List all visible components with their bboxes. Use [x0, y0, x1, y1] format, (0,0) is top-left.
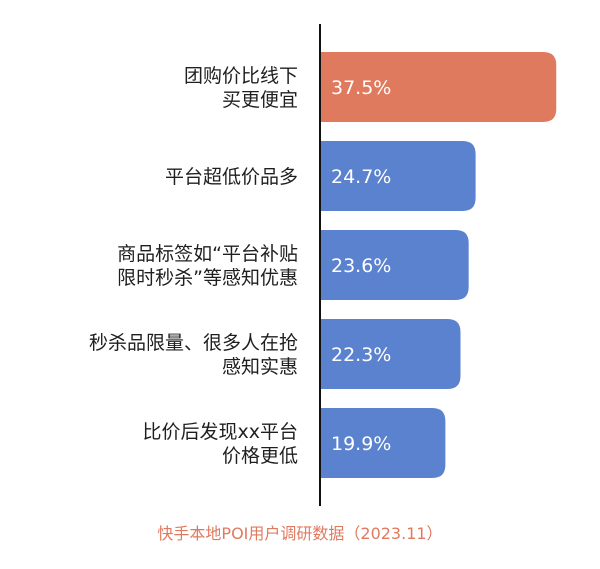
- source-caption: 快手本地POI用户调研数据（2023.11）: [157, 524, 442, 543]
- category-labels-group: 团购价比线下买更便宜平台超低价品多商品标签如“平台补贴限时秒杀”等感知优惠秒杀品…: [89, 65, 298, 467]
- value-label-4: 22.3%: [331, 344, 391, 366]
- category-label-2-line-1: 平台超低价品多: [165, 166, 298, 188]
- bar-5: [320, 408, 446, 478]
- value-labels-group: 37.5% 24.7% 23.6% 22.3% 19.9%: [331, 77, 391, 455]
- bar-1: [320, 52, 557, 122]
- value-label-1: 37.5%: [331, 77, 391, 99]
- category-label-5-line-1: 比价后发现xx平台: [143, 421, 299, 443]
- value-label-5: 19.9%: [331, 433, 391, 455]
- category-label-2: 平台超低价品多: [165, 166, 298, 188]
- value-label-2: 24.7%: [331, 166, 391, 188]
- category-label-4: 秒杀品限量、很多人在抢感知实惠: [89, 332, 298, 378]
- category-label-4-line-2: 感知实惠: [222, 356, 298, 378]
- category-label-1-line-2: 买更便宜: [222, 89, 298, 111]
- category-label-5-line-2: 价格更低: [222, 445, 298, 467]
- category-label-1: 团购价比线下买更便宜: [184, 65, 298, 111]
- bars-group: [320, 52, 557, 478]
- bar-2: [320, 141, 476, 211]
- category-label-1-line-1: 团购价比线下: [184, 65, 298, 87]
- category-label-3-line-1: 商品标签如“平台补贴: [117, 243, 298, 265]
- category-label-4-line-1: 秒杀品限量、很多人在抢: [89, 332, 298, 354]
- bar-4: [320, 319, 461, 389]
- bar-3: [320, 230, 469, 300]
- category-label-3-line-2: 限时秒杀”等感知优惠: [117, 267, 298, 289]
- category-label-5: 比价后发现xx平台价格更低: [143, 421, 299, 467]
- category-label-3: 商品标签如“平台补贴限时秒杀”等感知优惠: [117, 243, 298, 289]
- value-label-3: 23.6%: [331, 255, 391, 277]
